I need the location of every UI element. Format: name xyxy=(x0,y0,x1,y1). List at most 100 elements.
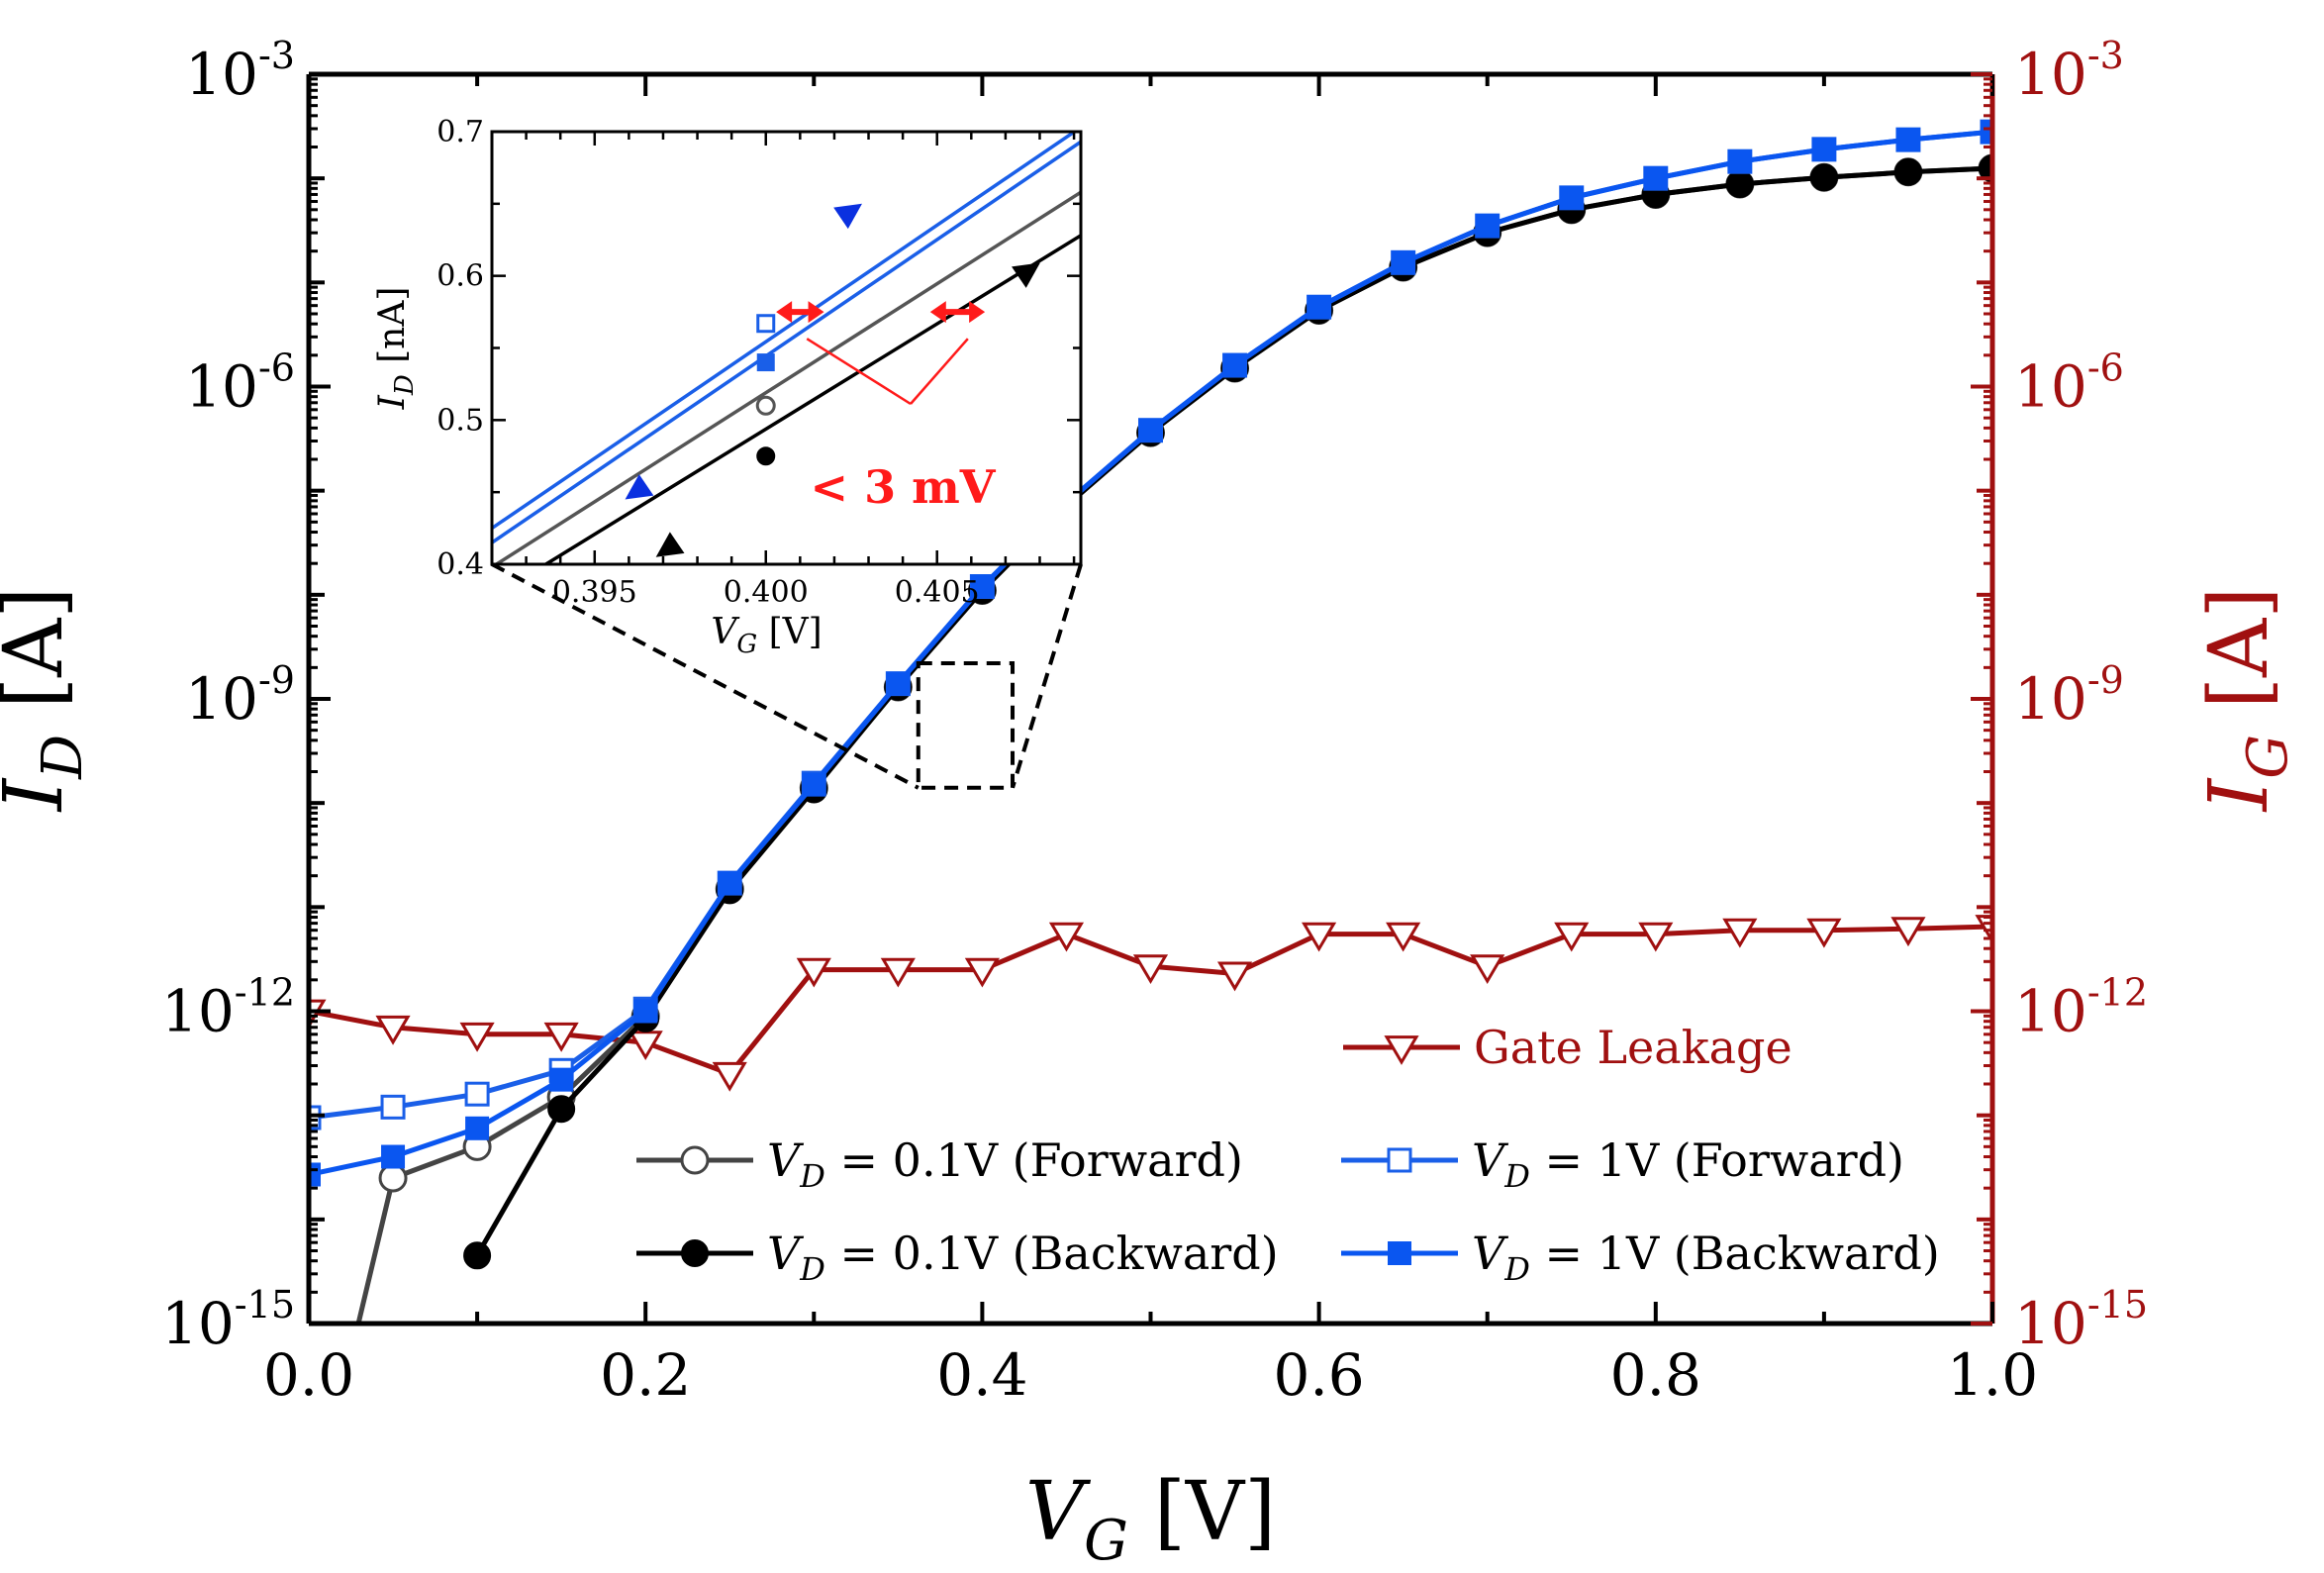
legend-entry: VD = 0.1V (Forward) xyxy=(636,1133,1243,1195)
x-axis-title: VG [V] xyxy=(1025,1465,1276,1573)
legend-var: V xyxy=(767,1227,805,1280)
data-point xyxy=(1307,295,1331,320)
inset-x-tick-label: 0.400 xyxy=(724,575,809,610)
data-point xyxy=(712,1061,747,1092)
inset-marker-1 xyxy=(756,353,775,372)
legend-marker xyxy=(1387,1147,1412,1173)
data-point xyxy=(1216,961,1253,992)
inset-y-tick-label: 0.7 xyxy=(436,115,484,149)
legend-entry: Gate Leakage xyxy=(1343,1021,1792,1074)
x-tick-label: 0.8 xyxy=(1610,1341,1701,1409)
legend-entry: VD = 0.1V (Backward) xyxy=(636,1227,1279,1288)
y-right-tick-label: 10-3 xyxy=(2014,34,2124,108)
y-right-axis-title-unit: [A] xyxy=(2192,587,2286,735)
inset-y-tick-label: 0.4 xyxy=(436,547,484,582)
inset-direction-arrow xyxy=(833,203,862,230)
data-point xyxy=(964,957,1000,988)
inset-x-title-main: V xyxy=(711,612,740,652)
zoom-region-box xyxy=(916,660,1016,790)
x-tick-label: 1.0 xyxy=(1947,1341,2038,1409)
y-tick-exponent: -15 xyxy=(235,1283,295,1327)
hysteresis-arrow-head-right xyxy=(808,301,824,324)
zoom-connector-left xyxy=(491,562,920,790)
inset-line-3 xyxy=(542,234,1081,564)
data-point xyxy=(1554,922,1590,952)
data-point xyxy=(1643,166,1668,191)
y-right-tick-label: 10-6 xyxy=(2014,346,2124,421)
data-point xyxy=(375,1015,411,1045)
data-point xyxy=(886,671,911,696)
y-axis-title-unit: [A] xyxy=(0,587,81,735)
data-point xyxy=(1890,917,1926,947)
annotation-label: < 3 mV xyxy=(811,460,997,514)
x-tick-label: 0.2 xyxy=(600,1341,691,1409)
y-right-tick-base: 10 xyxy=(2014,978,2087,1045)
inset-background xyxy=(492,132,1081,564)
y-tick-label: 10-3 xyxy=(185,34,295,108)
y-right-tick-base: 10 xyxy=(2014,1290,2087,1357)
y-right-tick-label: 10-9 xyxy=(2014,658,2124,733)
y-axis-title: ID [A] xyxy=(0,587,95,814)
data-point xyxy=(1475,214,1500,239)
legend-entry: VD = 1V (Backward) xyxy=(1341,1227,1940,1288)
legend-text: Gate Leakage xyxy=(1474,1021,1792,1074)
y-tick-exponent: -6 xyxy=(258,346,295,390)
legend-marker xyxy=(1388,1241,1411,1265)
inset-x-title-unit: [V] xyxy=(757,612,823,652)
y-tick-base: 10 xyxy=(185,41,258,108)
inset-y-tick-label: 0.5 xyxy=(436,403,484,438)
inset-y-title-unit: [nA] xyxy=(372,287,413,375)
y-tick-base: 10 xyxy=(185,665,258,733)
legend-rest: = 1V (Backward) xyxy=(1530,1227,1940,1280)
y-axis-title-main: I xyxy=(0,777,81,813)
data-point xyxy=(378,1163,408,1193)
data-point xyxy=(309,1105,322,1131)
zoom-connector-right xyxy=(1011,563,1083,789)
data-point xyxy=(381,1144,406,1169)
data-point xyxy=(1806,918,1842,948)
data-point xyxy=(549,1067,574,1092)
annotation-pointer-line xyxy=(910,338,969,405)
legend-var: V xyxy=(767,1133,805,1187)
hysteresis-arrow-head-left xyxy=(776,301,793,324)
y-tick-label: 10-12 xyxy=(161,971,295,1045)
data-point xyxy=(633,999,658,1024)
inset-line-0 xyxy=(492,132,1078,531)
data-point xyxy=(1048,922,1085,952)
legend-label: VD = 0.1V (Forward) xyxy=(767,1133,1243,1195)
data-point xyxy=(970,574,995,599)
inset-direction-arrow xyxy=(1012,262,1040,288)
annotation-pointers xyxy=(806,338,969,406)
data-point xyxy=(1386,922,1421,952)
legend-sub: D xyxy=(799,1250,825,1288)
x-tick-label: 0.4 xyxy=(936,1341,1027,1409)
data-point xyxy=(1391,250,1415,275)
data-point xyxy=(1132,954,1169,985)
data-point xyxy=(796,957,831,988)
inset-x-axis-title: VG [V] xyxy=(711,612,822,659)
data-point xyxy=(309,999,327,1030)
y-right-tick-exponent: -6 xyxy=(2087,346,2124,390)
y-tick-label: 10-6 xyxy=(185,346,295,421)
inset-y-tick-label: 0.6 xyxy=(436,259,484,294)
annotation-pointer-line xyxy=(806,338,912,406)
legend-entry: VD = 1V (Forward) xyxy=(1341,1133,1904,1195)
legend-var: V xyxy=(1472,1227,1509,1280)
hysteresis-arrow-head-left xyxy=(929,301,946,324)
y-tick-label: 10-9 xyxy=(185,658,295,733)
y-right-axis-title-main: I xyxy=(2192,777,2286,813)
legend-var: V xyxy=(1472,1133,1509,1187)
y-right-tick-exponent: -9 xyxy=(2087,658,2124,702)
data-point xyxy=(802,772,826,797)
data-point xyxy=(1138,418,1163,442)
inset-line-2 xyxy=(493,190,1081,564)
y-right-tick-base: 10 xyxy=(2014,353,2087,421)
inset-marker-0 xyxy=(756,314,776,334)
inset-marker-2 xyxy=(755,395,776,416)
data-point xyxy=(1811,137,1836,161)
data-point xyxy=(1722,918,1758,948)
data-point xyxy=(543,1022,579,1052)
y-right-tick-base: 10 xyxy=(2014,41,2087,108)
